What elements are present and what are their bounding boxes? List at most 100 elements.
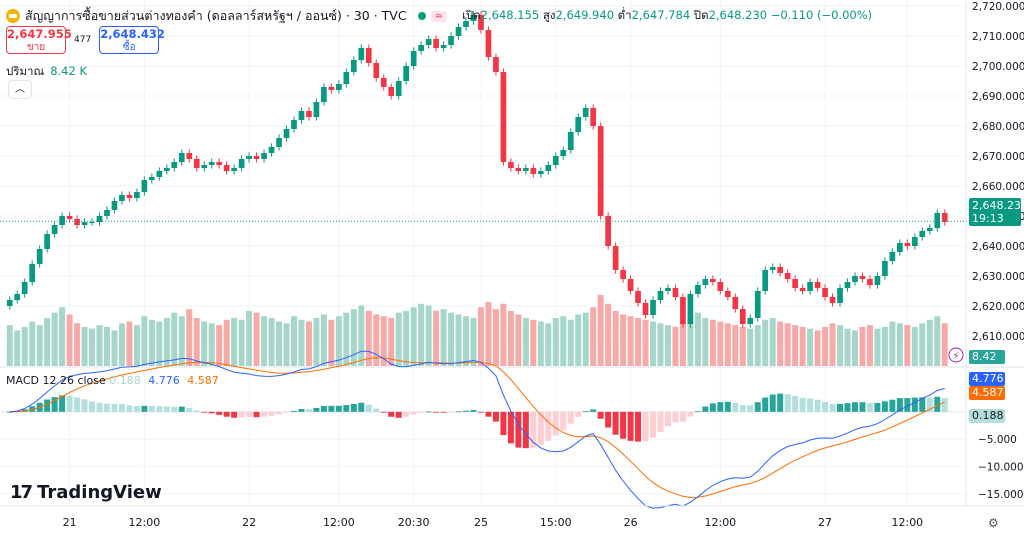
gear-icon[interactable]: ⚙ <box>988 516 999 530</box>
candle-body <box>859 276 866 279</box>
candle-body <box>425 39 432 45</box>
candle-body <box>784 273 791 279</box>
macd-line <box>9 350 945 509</box>
price-tick-label: 2,640.000 <box>972 241 1024 253</box>
time-tick-label: 20:30 <box>398 516 430 529</box>
candle-body <box>777 267 784 273</box>
volume-bar <box>567 319 574 366</box>
candle-body <box>104 210 110 216</box>
macd-histogram-bar <box>650 411 657 438</box>
macd-tick-label: −5.000 <box>978 434 1017 446</box>
macd-histogram-bar <box>59 395 66 412</box>
macd-histogram-bar <box>261 411 268 417</box>
candle-body <box>59 216 65 225</box>
symbol-title[interactable]: สัญญาการซื้อขายส่วนต่างทองคำ (ดอลลาร์สหร… <box>25 8 407 23</box>
macd-histogram-bar <box>792 396 799 412</box>
macd-histogram-bar <box>74 397 81 412</box>
alert-bolt-glyph: ⚡ <box>952 351 959 362</box>
candle-body <box>575 117 582 132</box>
volume-bar <box>320 314 327 366</box>
volume-bar <box>500 303 507 366</box>
macd-histogram-bar <box>784 394 791 412</box>
macd-line-value: 4.776 <box>148 374 180 387</box>
buy-button[interactable]: 2,648.432 ซื้อ <box>99 26 165 54</box>
volume-bar <box>118 323 125 366</box>
volume-bar <box>837 325 844 366</box>
volume-bar <box>650 321 657 366</box>
macd-histogram-bar <box>552 411 559 436</box>
candle-body <box>89 222 95 223</box>
low-value: 2,647.784 <box>631 8 691 22</box>
candle-body <box>119 195 125 201</box>
macd-histogram-bar <box>545 411 552 441</box>
candle-body <box>508 162 514 168</box>
volume-bar <box>747 328 754 366</box>
macd-histogram-bar <box>193 410 200 412</box>
ohlc-values: เปิด2,648.155 สูง2,649.940 ต่ำ2,647.784 … <box>462 7 872 25</box>
volume-bar <box>807 328 814 366</box>
candle-body <box>395 81 402 96</box>
macd-histogram-bar <box>410 411 417 415</box>
price-tick-label: 2,620.000 <box>972 301 1024 313</box>
candle-body <box>732 297 739 309</box>
macd-histogram-bar <box>253 411 260 418</box>
macd-histogram-bar <box>103 403 110 412</box>
volume-bar <box>717 321 724 366</box>
macd-histogram-bar <box>515 411 522 448</box>
price-tick-label: 2,670.000 <box>972 151 1024 163</box>
candle-body <box>665 288 671 291</box>
chevron-up-icon[interactable]: ︿ <box>8 80 32 99</box>
tradingview-logo[interactable]: 17 TradingView <box>10 482 162 503</box>
candle-body <box>485 30 492 57</box>
price-tick-label: 2,710.000 <box>972 31 1024 43</box>
macd-histogram-bar <box>537 411 544 445</box>
macd-histogram-bar <box>320 406 327 412</box>
volume-bar <box>223 319 230 366</box>
candle-body <box>754 291 761 318</box>
macd-histogram-bar <box>807 398 814 412</box>
candle-body <box>283 129 290 138</box>
time-tick-label: 22 <box>242 516 256 529</box>
volume-bar <box>635 318 642 366</box>
macd-histogram-bar <box>463 410 470 412</box>
flag-badge[interactable]: ≈ <box>430 10 447 22</box>
volume-bar <box>96 325 103 366</box>
volume-bar <box>687 316 694 366</box>
candle-body <box>822 288 828 297</box>
sell-button[interactable]: 2,647.955 ขาย <box>6 26 72 54</box>
candle-body <box>792 279 798 288</box>
candle-body <box>350 60 357 72</box>
candle-body <box>710 279 716 282</box>
candle-body <box>650 300 656 315</box>
candle-body <box>582 108 589 117</box>
macd-histogram-bar <box>126 405 133 412</box>
macd-histogram-bar <box>448 411 455 413</box>
macd-histogram-bar <box>874 402 881 412</box>
volume-bar <box>941 323 948 366</box>
candle-body <box>455 27 462 36</box>
candle-body <box>769 267 776 270</box>
volume-bar <box>792 325 799 366</box>
candle-body <box>904 243 911 246</box>
candle-body <box>111 201 118 210</box>
macd-histogram-bar <box>597 411 604 419</box>
volume-bar <box>81 326 88 366</box>
candle-body <box>911 237 918 246</box>
volume-bar <box>672 326 679 366</box>
candle-body <box>163 168 170 171</box>
macd-histogram-bar <box>664 411 671 427</box>
candle-body <box>373 63 380 78</box>
macd-histogram-bar <box>679 411 686 422</box>
last-price-tag: 2,648.230 19:13 <box>969 198 1024 226</box>
macd-histogram-bar <box>702 406 709 412</box>
volume-bar <box>261 316 268 366</box>
macd-histogram-bar <box>395 411 402 418</box>
volume-bar <box>694 312 701 366</box>
change-value: −0.110 (−0.00%) <box>770 8 873 22</box>
candle-body <box>44 234 50 249</box>
candle-body <box>657 291 664 300</box>
macd-title[interactable]: MACD 12 26 close <box>6 374 106 387</box>
candle-body <box>358 48 365 60</box>
candle-body <box>882 261 888 276</box>
